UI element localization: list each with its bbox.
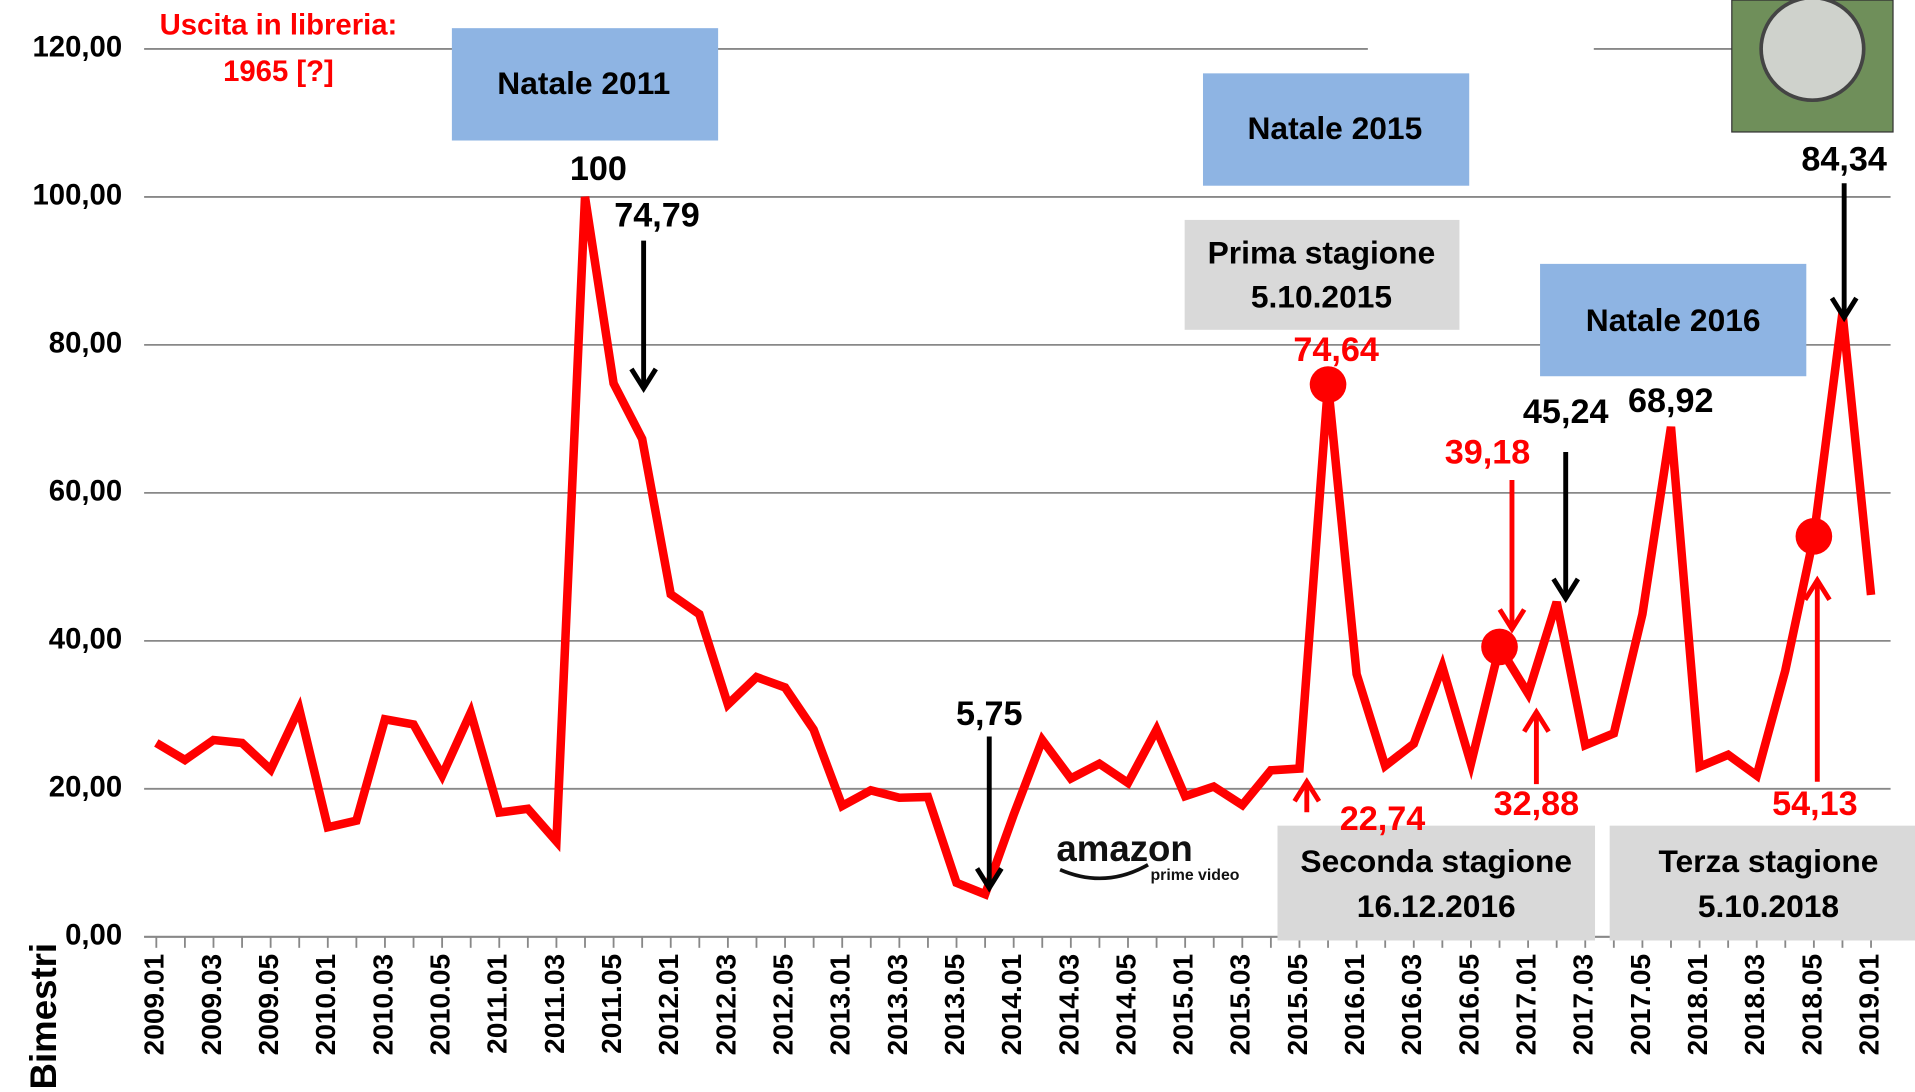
- y-tick-label: 40,00: [49, 623, 122, 656]
- x-tick-label: 2014.01: [996, 954, 1027, 1056]
- value-label: 100: [570, 150, 627, 188]
- x-tick-label: 2012.05: [767, 954, 798, 1056]
- x-tick-label: 2011.01: [482, 954, 513, 1054]
- value-label: 39,18: [1445, 433, 1531, 471]
- annotation-text: Natale 2011: [497, 65, 670, 101]
- chart: 0,00 20,00 40,00 60,00 80,00 100,00 120,00 2009…: [0, 0, 1915, 1092]
- value-label: 54,13: [1772, 785, 1858, 823]
- x-tick-label: 2016.03: [1396, 954, 1427, 1056]
- x-tick-label: 2010.01: [310, 954, 341, 1056]
- x-tick-label: 2015.03: [1225, 954, 1256, 1056]
- x-tick-label: 2009.03: [196, 954, 227, 1056]
- annotation-text: Terza stagione: [1658, 843, 1878, 879]
- highlight-dot: [1310, 366, 1347, 403]
- annotation-text: Natale 2016: [1586, 302, 1761, 338]
- value-label: 74,64: [1293, 331, 1379, 369]
- logo-text: amazon: [1056, 828, 1192, 869]
- x-tick-label: 2017.01: [1511, 954, 1542, 1056]
- y-tick-label: 100,00: [33, 179, 123, 212]
- value-label: 84,34: [1801, 140, 1887, 178]
- x-axis-label: Bimestri: [23, 943, 64, 1090]
- y-tick-label: 0,00: [65, 919, 122, 952]
- x-tick-label: 2014.05: [1110, 954, 1141, 1056]
- x-tick-label: 2016.01: [1339, 954, 1370, 1056]
- value-label: 74,79: [614, 197, 700, 235]
- x-tick-label: 2011.05: [596, 954, 627, 1054]
- cover-clock: [1761, 0, 1864, 100]
- x-tick-label: 2009.01: [139, 954, 170, 1056]
- x-tick-label: 2019.01: [1853, 954, 1884, 1056]
- x-tick-label: 2012.03: [710, 954, 741, 1056]
- x-tick-label: 2015.05: [1282, 954, 1313, 1056]
- x-tick-label: 2015.01: [1168, 954, 1199, 1056]
- x-tick-label: 2012.01: [653, 954, 684, 1056]
- annotation-text: Prima stagione: [1208, 235, 1436, 271]
- logo-backdrop: [1368, 0, 1594, 61]
- value-label: 5,75: [956, 695, 1023, 733]
- x-tick-label: 2010.05: [425, 954, 456, 1056]
- annotation-text: 16.12.2016: [1357, 888, 1516, 924]
- x-tick-label: 2009.05: [253, 954, 284, 1056]
- x-tick-label: 2013.03: [882, 954, 913, 1056]
- x-tick-label: 2018.05: [1796, 954, 1827, 1056]
- x-tick-label: 2010.03: [367, 954, 398, 1056]
- annotation-text: 1965 [?]: [223, 55, 334, 88]
- y-tick-label: 120,00: [33, 31, 123, 64]
- y-tick-label: 80,00: [49, 327, 122, 360]
- x-tick-label: 2013.01: [825, 954, 856, 1056]
- annotation-text: 5.10.2018: [1698, 888, 1839, 924]
- highlight-dot: [1796, 518, 1833, 555]
- logo-subtext: prime video: [1150, 867, 1239, 884]
- annotation-text: 5.10.2015: [1251, 279, 1392, 315]
- x-tick-label: 2016.05: [1453, 954, 1484, 1056]
- annotation-text: Uscita in libreria:: [160, 9, 398, 42]
- y-tick-label: 20,00: [49, 771, 122, 804]
- y-tick-label: 60,00: [49, 475, 122, 508]
- x-tick-label: 2017.03: [1568, 954, 1599, 1056]
- x-tick-label: 2018.03: [1739, 954, 1770, 1056]
- annotation-text: Natale 2015: [1248, 110, 1423, 146]
- value-label: 68,92: [1628, 382, 1714, 420]
- x-tick-label: 2013.05: [939, 954, 970, 1056]
- value-label: 22,74: [1340, 800, 1426, 838]
- value-label: 32,88: [1494, 785, 1580, 823]
- x-tick-label: 2017.05: [1625, 954, 1656, 1056]
- value-label: 45,24: [1523, 393, 1609, 431]
- x-tick-label: 2018.01: [1682, 954, 1713, 1056]
- x-tick-label: 2011.03: [539, 954, 570, 1054]
- x-tick-label: 2014.03: [1053, 954, 1084, 1056]
- highlight-dot: [1481, 629, 1518, 666]
- annotation-text: Seconda stagione: [1300, 843, 1572, 879]
